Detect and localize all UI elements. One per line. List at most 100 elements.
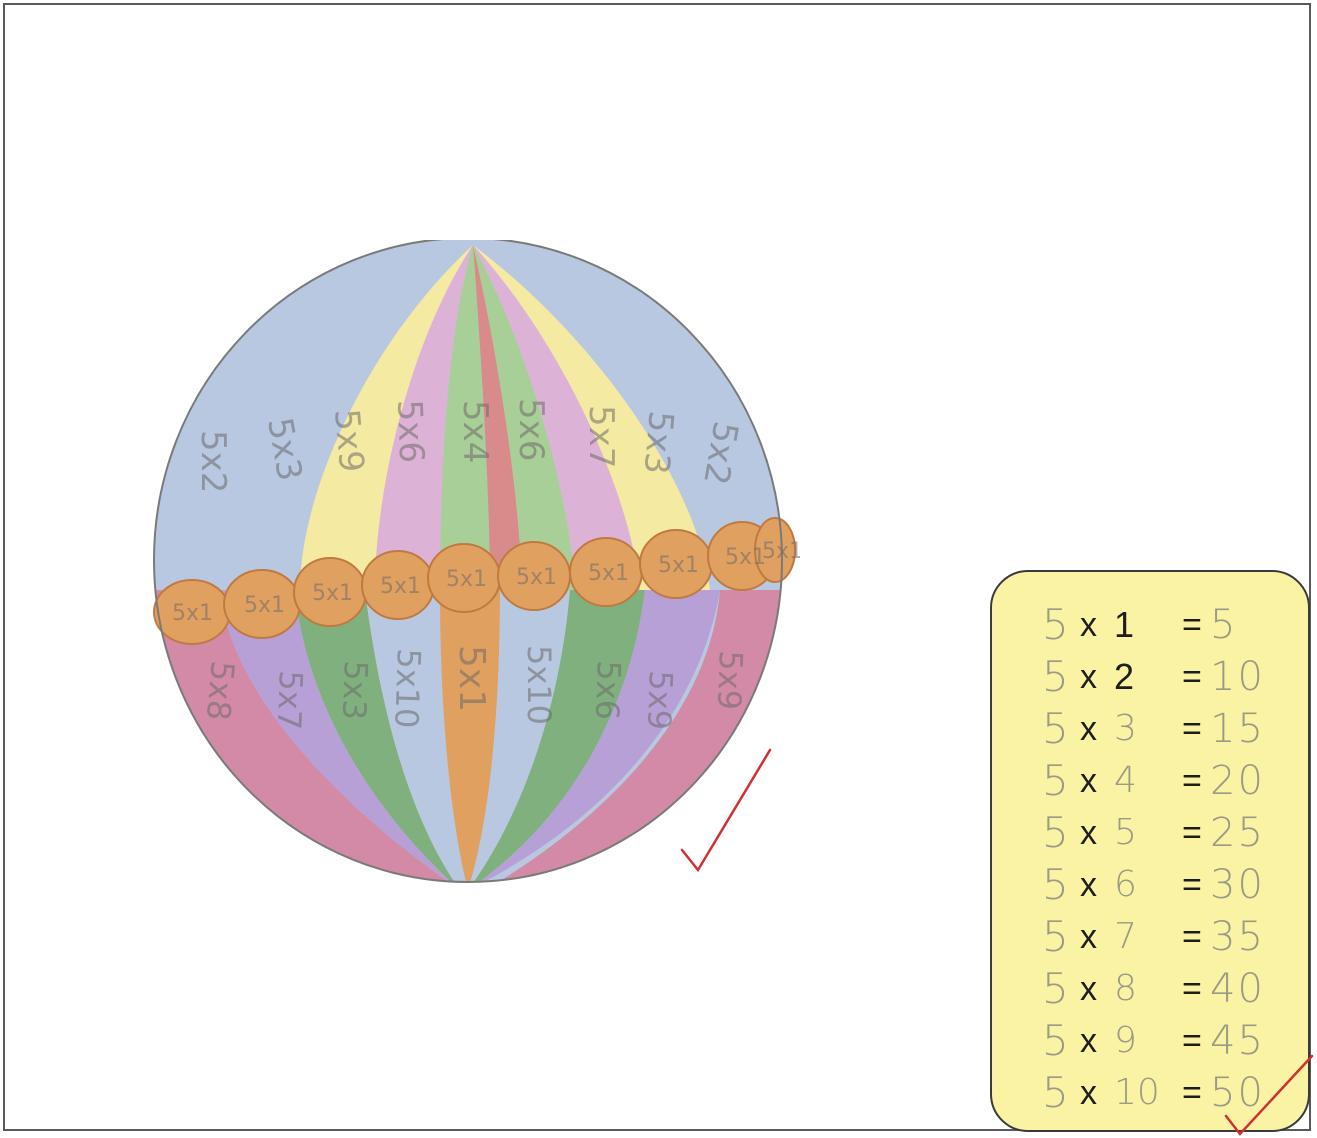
times-table-row: 5 x 8 = 40 bbox=[992, 964, 1308, 1014]
stripe-green-left bbox=[440, 245, 490, 590]
times-table-cell: 5 bbox=[1210, 602, 1238, 648]
times-table-cell: 25 bbox=[1210, 810, 1265, 856]
lower-label: 5x7 bbox=[270, 670, 310, 731]
stripe-green-right bbox=[473, 245, 575, 590]
times-table-row: 5 x 4 = 20 bbox=[992, 756, 1308, 806]
times-table-cell: = bbox=[1182, 1074, 1202, 1112]
lower-label: 5x9 bbox=[710, 650, 750, 711]
stripe-orange-low bbox=[440, 590, 500, 882]
times-table-cell: 5 bbox=[1042, 860, 1069, 909]
times-table-cell: 5 bbox=[1042, 964, 1069, 1013]
upper-label: 5x9 bbox=[326, 407, 371, 474]
times-table-cell: 6 bbox=[1114, 864, 1137, 905]
times-table-cell: x bbox=[1080, 970, 1097, 1008]
lower-label: 5x1 bbox=[451, 645, 492, 712]
times-table-cell: x bbox=[1080, 1022, 1097, 1060]
band-label: 5x1 bbox=[244, 593, 285, 618]
times-table-cell: = bbox=[1182, 866, 1202, 904]
stripe-pink-right bbox=[473, 245, 640, 590]
stripe-yellow-right bbox=[473, 245, 710, 590]
upper-label: 5x4 bbox=[455, 400, 495, 463]
times-table-row: 5 x 10 = 50 bbox=[992, 1068, 1308, 1118]
times-table-cell: x bbox=[1080, 1074, 1097, 1112]
times-table-cell: x bbox=[1080, 918, 1097, 956]
times-table-cell: 2 bbox=[1114, 656, 1135, 697]
times-table-row: 5 x 2 = 10 bbox=[992, 652, 1308, 702]
times-table-cell: 20 bbox=[1210, 758, 1265, 804]
times-table-cell: x bbox=[1080, 814, 1097, 852]
stripe-blue-left bbox=[219, 245, 473, 590]
times-table-row: 5 x 5 = 25 bbox=[992, 808, 1308, 858]
times-table-cell: = bbox=[1182, 970, 1202, 1008]
times-table-cell: 5 bbox=[1042, 1068, 1069, 1117]
stripe-yellow-left bbox=[300, 245, 473, 590]
times-table-row: 5 x 3 = 15 bbox=[992, 704, 1308, 754]
lower-label: 5x10 bbox=[387, 648, 428, 729]
times-table-cell: 5 bbox=[1042, 704, 1069, 753]
stripe-purple-low-right bbox=[468, 590, 720, 882]
times-table-cell: 3 bbox=[1114, 708, 1137, 749]
times-table-cell: 5 bbox=[1042, 652, 1069, 701]
lower-label: 5x9 bbox=[640, 670, 680, 731]
times-table-card: 5 x 1 = 5 5 x 2 = 10 5 x 3 = 15 5 x 4 = 20 5 x 5 = 25 5 x 6 = 30… bbox=[990, 570, 1310, 1132]
times-table-cell: 5 bbox=[1042, 912, 1069, 961]
upper-label: 5x6 bbox=[511, 398, 551, 461]
times-table-cell: 4 bbox=[1114, 760, 1137, 801]
times-table-cell: 1 bbox=[1114, 604, 1135, 645]
times-table-row: 5 x 1 = 5 bbox=[992, 600, 1308, 650]
check-mark-icon bbox=[680, 748, 772, 873]
lower-label: 5x10 bbox=[520, 645, 558, 725]
times-table-cell: 15 bbox=[1210, 706, 1265, 752]
band-label: 5x1 bbox=[658, 553, 699, 578]
times-table-cell: x bbox=[1080, 866, 1097, 904]
stripe-pink-left bbox=[375, 245, 473, 590]
times-table-cell: = bbox=[1182, 1022, 1202, 1060]
times-table-row: 5 x 6 = 30 bbox=[992, 860, 1308, 910]
times-table-cell: 9 bbox=[1114, 1020, 1137, 1061]
times-table-cell: 10 bbox=[1210, 654, 1265, 700]
lower-label: 5x6 bbox=[588, 660, 628, 721]
striped-ball-drawing: 5x2 5x3 5x9 5x6 5x4 5x6 5x7 5x3 5x2 5x1 … bbox=[150, 240, 800, 900]
times-table-cell: = bbox=[1182, 918, 1202, 956]
band-label: 5x1 bbox=[516, 565, 557, 590]
band-label: 5x1 bbox=[172, 601, 213, 626]
lower-label: 5x8 bbox=[199, 659, 242, 722]
times-table-cell: 10 bbox=[1114, 1072, 1160, 1113]
stripe-blue-low-right bbox=[468, 590, 570, 882]
ball-outline bbox=[153, 240, 783, 883]
times-table-cell: 5 bbox=[1042, 600, 1069, 649]
times-table-cell: 5 bbox=[1114, 812, 1137, 853]
times-table-cell: 7 bbox=[1114, 916, 1137, 957]
stripe-red-top bbox=[473, 245, 522, 590]
stripe-blue-low-left bbox=[365, 590, 460, 882]
times-table-cell: 5 bbox=[1042, 756, 1069, 805]
times-table-cell: 50 bbox=[1210, 1070, 1265, 1116]
upper-label: 5x2 bbox=[193, 430, 233, 493]
orange-band bbox=[153, 517, 796, 645]
stripe-green-low-right bbox=[468, 590, 645, 882]
stripe-purple-low-left bbox=[220, 590, 460, 882]
times-table-cell: 40 bbox=[1210, 966, 1265, 1012]
upper-label: 5x3 bbox=[636, 409, 681, 476]
times-table-row: 5 x 7 = 35 bbox=[992, 912, 1308, 962]
lower-label: 5x3 bbox=[335, 660, 375, 721]
times-table-cell: x bbox=[1080, 658, 1097, 696]
lower-labels: 5x8 5x7 5x3 5x10 5x1 5x10 5x6 5x9 5x9 bbox=[199, 645, 750, 731]
times-table-cell: 5 bbox=[1042, 1016, 1069, 1065]
times-table-cell: x bbox=[1080, 710, 1097, 748]
ball-stripes bbox=[154, 240, 782, 882]
band-label: 5x1 bbox=[588, 561, 629, 586]
times-table-cell: 8 bbox=[1114, 968, 1137, 1009]
times-table-cell: = bbox=[1182, 814, 1202, 852]
upper-label: 5x7 bbox=[581, 405, 621, 468]
times-table-cell: x bbox=[1080, 606, 1097, 644]
band-label: 5x1 bbox=[312, 581, 353, 606]
upper-label: 5x6 bbox=[389, 399, 431, 464]
band-label: 5x1 bbox=[762, 539, 800, 564]
upper-labels: 5x2 5x3 5x9 5x6 5x4 5x6 5x7 5x3 5x2 bbox=[193, 398, 746, 493]
check-mark-icon bbox=[1224, 1054, 1314, 1136]
ball-svg: 5x2 5x3 5x9 5x6 5x4 5x6 5x7 5x3 5x2 5x1 … bbox=[153, 240, 800, 883]
times-table-cell: x bbox=[1080, 762, 1097, 800]
band-label: 5x1 bbox=[446, 567, 487, 592]
times-table-cell: = bbox=[1182, 762, 1202, 800]
